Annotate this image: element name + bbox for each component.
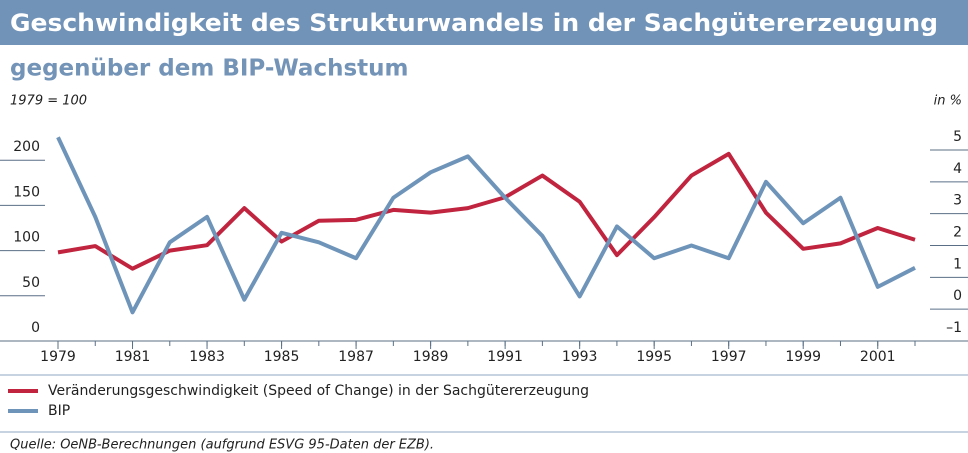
x-tick-label: 1983 xyxy=(189,349,225,365)
x-tick-label: 1993 xyxy=(562,349,598,365)
x-tick-label: 1987 xyxy=(338,349,374,365)
x-tick-label: 1985 xyxy=(264,349,300,365)
chart-title: Geschwindigkeit des Strukturwandels in d… xyxy=(10,9,938,37)
source: Quelle: OeNB-Berechnungen (aufgrund ESVG… xyxy=(10,438,434,453)
x-tick-label: 1997 xyxy=(711,349,747,365)
y-axis-label: 1979 = 100 xyxy=(10,94,87,109)
y2-tick-label: 1 xyxy=(953,256,962,272)
y2-tick-label: 2 xyxy=(953,225,962,241)
y2-axis-label: in % xyxy=(934,94,962,109)
x-tick-label: 1999 xyxy=(785,349,821,365)
y-tick-label: 100 xyxy=(13,230,40,246)
x-tick-label: 1981 xyxy=(115,349,151,365)
y-tick-label: 0 xyxy=(31,320,40,336)
x-tick-label: 1991 xyxy=(487,349,523,365)
x-tick-label: 1995 xyxy=(636,349,672,365)
y2-tick-label: 5 xyxy=(953,129,962,145)
series-line xyxy=(56,136,916,315)
legend-label: Veränderungsgeschwindigkeit (Speed of Ch… xyxy=(48,383,589,399)
chart-subtitle: gegenüber dem BIP-Wachstum xyxy=(10,56,408,82)
y-tick-label: 50 xyxy=(22,275,40,291)
y2-tick-label: 0 xyxy=(953,288,962,304)
y2-tick-label: –1 xyxy=(946,320,962,336)
x-tick-label: 1989 xyxy=(413,349,449,365)
legend-label: BIP xyxy=(48,403,70,419)
y2-tick-label: 4 xyxy=(953,161,962,177)
series-line xyxy=(57,151,916,271)
y-tick-label: 150 xyxy=(13,184,40,200)
title-bar xyxy=(0,0,968,45)
y2-tick-label: 3 xyxy=(953,193,962,209)
x-tick-label: 2001 xyxy=(860,349,896,365)
y-tick-label: 200 xyxy=(13,139,40,155)
x-tick-label: 1979 xyxy=(40,349,76,365)
